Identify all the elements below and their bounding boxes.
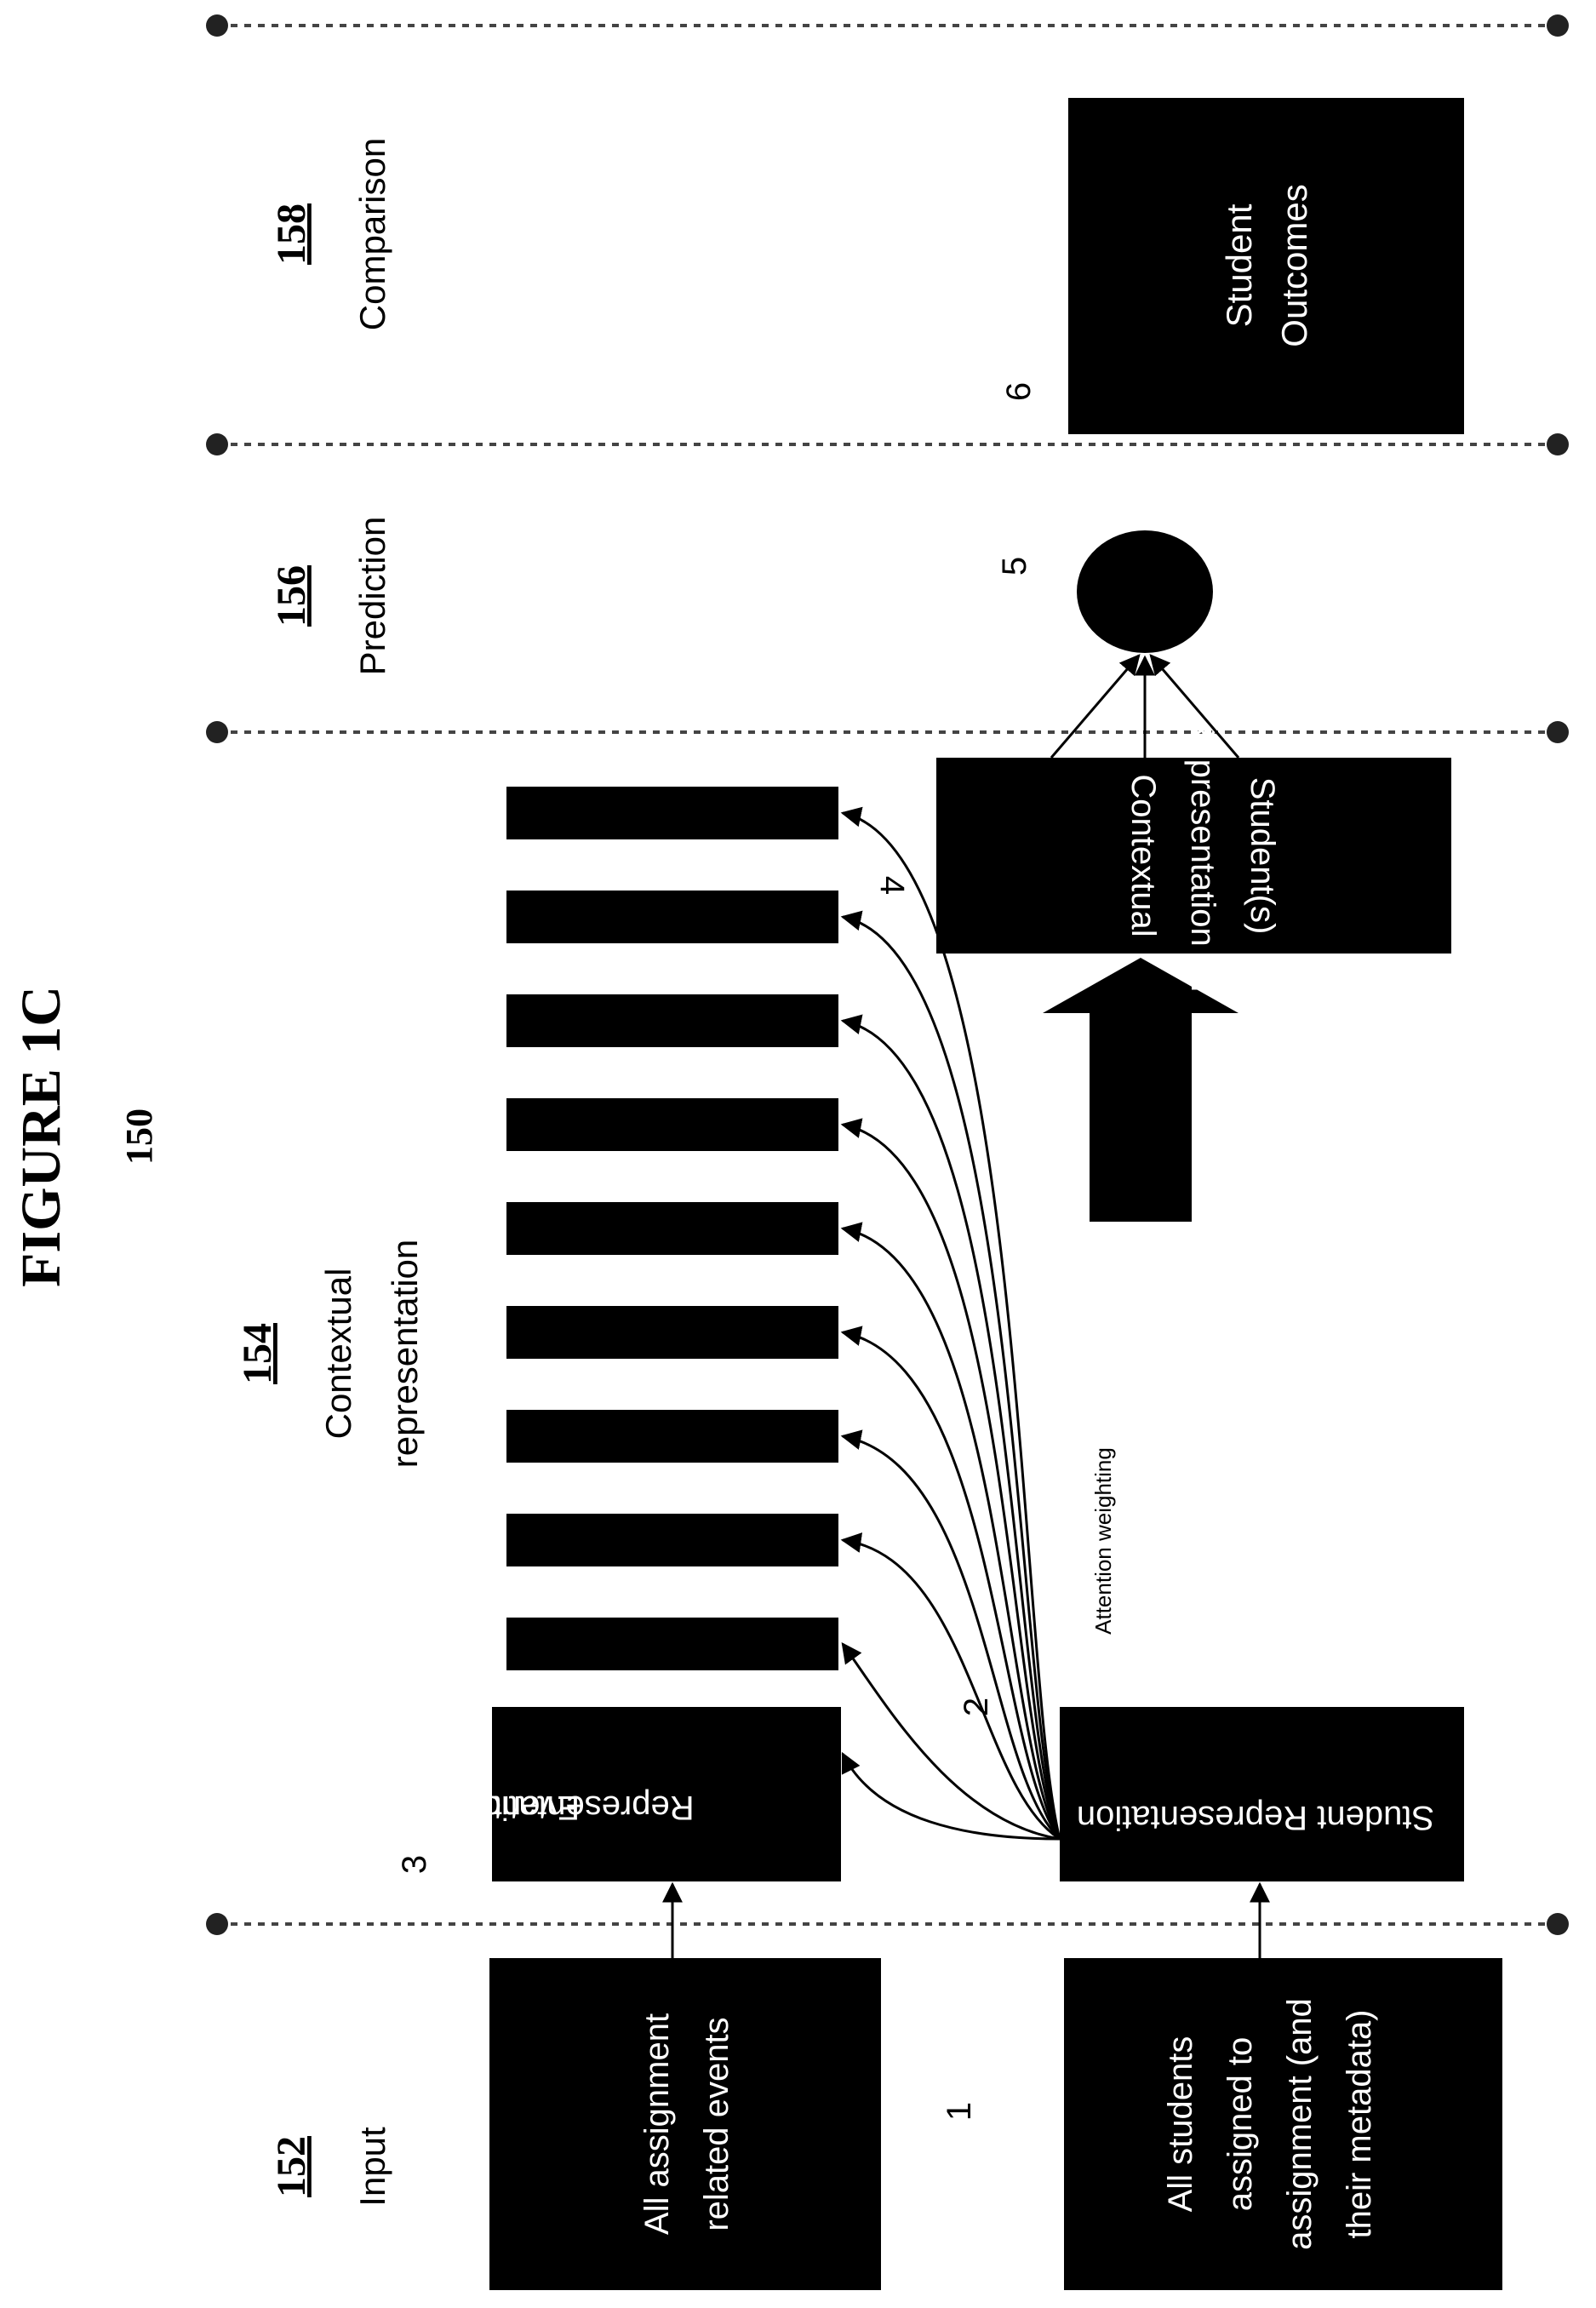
attention-weighting-label: Attention weighting xyxy=(1090,1447,1116,1635)
section-ref-input: 152 xyxy=(269,2136,314,2197)
student-representation-box xyxy=(1060,1707,1464,1881)
block-arrow xyxy=(1043,958,1238,1222)
event-rep-line2: Representation xyxy=(463,1789,694,1826)
contextual-student-line3: Student(s) xyxy=(1244,777,1281,935)
step-label-2: 2 xyxy=(958,1698,995,1716)
step-label-4: 4 xyxy=(873,876,911,895)
section-ref-contextual: 154 xyxy=(235,1323,280,1384)
contextual-bar xyxy=(506,994,838,1047)
contextual-bars xyxy=(506,787,838,1670)
figure-number: 150 xyxy=(118,1108,160,1165)
contextual-bar xyxy=(506,1098,838,1151)
student-outcomes-line2: Outcomes xyxy=(1274,184,1314,346)
step-label-6: 6 xyxy=(1000,382,1038,401)
contextual-student-line1: Contextual xyxy=(1124,774,1162,936)
attention-arrows xyxy=(840,806,1061,1841)
contextual-bar xyxy=(506,787,838,839)
prediction-node xyxy=(1077,530,1213,653)
section-label-prediction: Prediction xyxy=(352,517,392,676)
contextual-bar xyxy=(506,1306,838,1359)
section-label-contextual-1: Contextual xyxy=(318,1269,358,1440)
figure-title: FIGURE 1C xyxy=(10,986,72,1287)
contextual-bar xyxy=(506,1618,838,1670)
step-label-1: 1 xyxy=(941,2102,978,2121)
contextual-student-line2: Representation for xyxy=(1184,715,1221,995)
contextual-bar xyxy=(506,891,838,943)
step-label-5: 5 xyxy=(996,557,1033,576)
students-input-line4: their metadata) xyxy=(1341,2009,1378,2238)
section-separators xyxy=(217,24,1558,1926)
section-label-contextual-2: representation xyxy=(385,1240,425,1469)
students-input-line3: assignment (and xyxy=(1281,1998,1319,2250)
events-input-box xyxy=(489,1958,881,2290)
contextual-student-box xyxy=(936,758,1451,954)
events-input-line1: All assignment xyxy=(638,2013,676,2235)
student-outcomes-box xyxy=(1068,98,1464,434)
prediction-lines xyxy=(1050,654,1240,759)
contextual-bar xyxy=(506,1410,838,1463)
separator-endpoints xyxy=(206,14,1569,1935)
students-input-line2: assigned to xyxy=(1221,2037,1259,2212)
events-input-line2: related events xyxy=(698,2017,735,2231)
section-label-input: Input xyxy=(352,2127,392,2207)
section-ref-comparison: 158 xyxy=(269,203,314,265)
student-rep-label: Student Representation xyxy=(1077,1799,1434,1836)
section-label-comparison: Comparison xyxy=(352,138,392,330)
contextual-bar xyxy=(506,1202,838,1255)
event-rep-line1: Event xyxy=(493,1789,580,1826)
step-label-3: 3 xyxy=(396,1855,433,1874)
event-representation-box xyxy=(492,1707,841,1881)
students-input-line1: All students xyxy=(1162,2036,1199,2213)
students-input-box xyxy=(1064,1958,1502,2290)
contextual-bar xyxy=(506,1514,838,1566)
student-outcomes-line1: Student xyxy=(1219,203,1259,327)
section-ref-prediction: 156 xyxy=(269,565,314,627)
